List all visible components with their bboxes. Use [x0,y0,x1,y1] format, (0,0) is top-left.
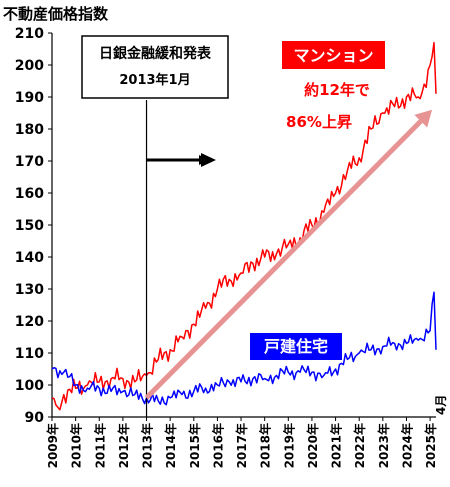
y-tick-label: 120 [15,314,44,330]
y-tick-label: 160 [15,186,44,202]
y-tick-label: 200 [15,58,44,74]
y-tick-label: 100 [15,378,44,394]
x-tick-label: 2011年 [92,423,107,468]
x-tick-label: 2017年 [234,423,249,468]
x-tick-label: 2018年 [258,423,273,468]
chart-title: 不動産価格指数 [3,5,109,23]
x-tick-label: 2013年 [140,423,155,468]
x-tick-label: 2024年 [399,423,414,468]
y-tick-label: 170 [15,154,44,170]
mansion-series-line [51,41,437,411]
trend-arrow-shaft [144,119,423,400]
x-tick-label: 2022年 [352,423,367,468]
house-label: 戸建住宅 [264,337,328,356]
event-arrow-head [201,153,216,167]
y-tick-label: 90 [25,410,45,426]
event-box [81,35,229,99]
mansion-note-line2: 86%上昇 [286,113,352,131]
x-tick-label: 2019年 [281,423,296,468]
x-tick-label: 2025年 [423,423,438,468]
y-tick-label: 180 [15,122,44,138]
x-tick-label: 2012年 [116,423,131,468]
x-tick-label: 2009年 [45,423,60,468]
mansion-label: マンション [293,46,373,65]
house-label-badge [250,333,342,360]
x-tick-label: 2010年 [69,423,84,468]
trend-arrow-head [414,109,433,128]
event-box-date: 2013年1月 [119,72,190,88]
y-tick-label: 210 [15,26,44,42]
event-box-title: 日銀金融緩和発表 [99,45,212,62]
y-tick-label: 110 [15,346,44,362]
x-end-label: 4月 [434,395,448,415]
x-tick-label: 2015年 [187,423,202,468]
mansion-note-line1: 約12年で [304,81,370,99]
x-tick-label: 2023年 [376,423,391,468]
x-tick-label: 2014年 [163,423,178,468]
x-tick-label: 2021年 [329,423,344,468]
y-tick-label: 150 [15,218,44,234]
x-tick-label: 2016年 [210,423,225,468]
y-tick-label: 130 [15,282,44,298]
x-tick-label: 2020年 [305,423,320,468]
y-tick-label: 140 [15,250,44,266]
y-tick-label: 190 [15,90,44,106]
mansion-label-badge [282,41,385,69]
house-series-line [51,291,437,406]
